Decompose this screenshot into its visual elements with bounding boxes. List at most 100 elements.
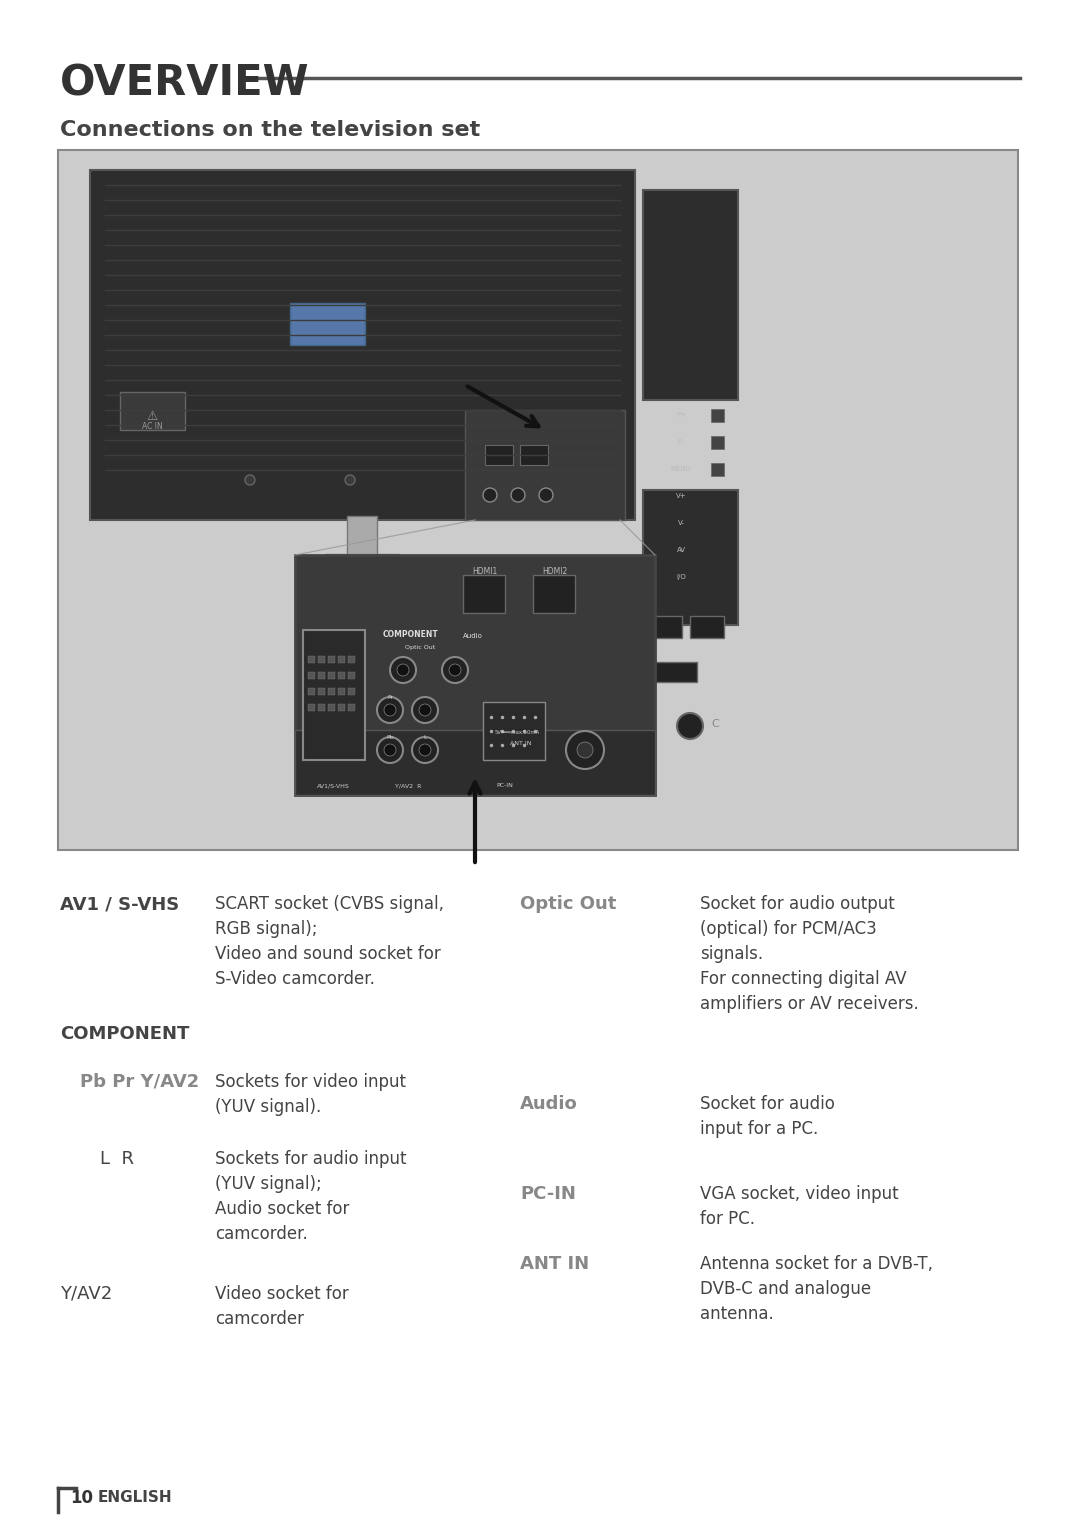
Text: V+: V+: [676, 493, 686, 499]
Text: Pb: Pb: [387, 735, 394, 740]
FancyBboxPatch shape: [534, 574, 575, 613]
Text: ANT IN: ANT IN: [519, 1255, 589, 1273]
Circle shape: [449, 663, 461, 676]
Circle shape: [384, 705, 396, 715]
Text: COMPONENT: COMPONENT: [60, 1025, 189, 1043]
Text: AV1/S-VHS: AV1/S-VHS: [316, 783, 349, 787]
Text: Pb Pr Y/AV2: Pb Pr Y/AV2: [80, 1072, 199, 1091]
FancyBboxPatch shape: [295, 555, 654, 795]
Circle shape: [377, 737, 403, 763]
Text: Connections on the television set: Connections on the television set: [60, 119, 481, 139]
Circle shape: [419, 705, 431, 715]
Circle shape: [566, 731, 604, 769]
Text: L  R: L R: [100, 1151, 134, 1167]
Circle shape: [577, 741, 593, 758]
Circle shape: [677, 712, 703, 738]
Text: HDMI2: HDMI2: [542, 567, 568, 576]
Text: VGA socket, video input
for PC.: VGA socket, video input for PC.: [700, 1184, 899, 1229]
FancyBboxPatch shape: [711, 463, 724, 476]
FancyBboxPatch shape: [308, 673, 315, 679]
Text: SCART socket (CVBS signal,
RGB signal);
Video and sound socket for
S-Video camco: SCART socket (CVBS signal, RGB signal); …: [215, 895, 444, 988]
Circle shape: [411, 737, 438, 763]
Text: AV: AV: [676, 547, 686, 553]
FancyBboxPatch shape: [690, 616, 724, 637]
FancyBboxPatch shape: [328, 688, 335, 696]
Circle shape: [442, 657, 468, 683]
Circle shape: [345, 475, 355, 486]
Circle shape: [377, 697, 403, 723]
FancyBboxPatch shape: [338, 688, 345, 696]
FancyBboxPatch shape: [711, 437, 724, 449]
FancyBboxPatch shape: [348, 673, 355, 679]
Text: Optic Out: Optic Out: [405, 645, 435, 650]
FancyBboxPatch shape: [318, 656, 325, 663]
FancyBboxPatch shape: [711, 490, 724, 502]
Text: PC-IN: PC-IN: [497, 783, 513, 787]
FancyBboxPatch shape: [338, 656, 345, 663]
Text: Sockets for video input
(YUV signal).: Sockets for video input (YUV signal).: [215, 1072, 406, 1115]
FancyBboxPatch shape: [711, 516, 724, 530]
Text: ⚠: ⚠: [147, 411, 158, 423]
Circle shape: [539, 489, 553, 502]
Text: 5V═══max.50mA: 5V═══max.50mA: [495, 731, 540, 735]
Text: Audio: Audio: [519, 1095, 578, 1114]
Text: L: L: [423, 735, 427, 740]
Circle shape: [483, 489, 497, 502]
Text: P-: P-: [678, 440, 685, 444]
Text: HDMI1: HDMI1: [472, 567, 498, 576]
FancyBboxPatch shape: [303, 630, 365, 760]
FancyBboxPatch shape: [120, 392, 185, 430]
Text: Y/AV2: Y/AV2: [60, 1285, 112, 1304]
FancyBboxPatch shape: [291, 303, 365, 345]
Text: C: C: [711, 719, 719, 729]
Text: Audio: Audio: [463, 633, 483, 639]
FancyBboxPatch shape: [58, 150, 1018, 850]
Text: Sockets for audio input
(YUV signal);
Audio socket for
camcorder.: Sockets for audio input (YUV signal); Au…: [215, 1151, 406, 1242]
FancyBboxPatch shape: [465, 411, 625, 519]
FancyBboxPatch shape: [348, 688, 355, 696]
FancyBboxPatch shape: [308, 656, 315, 663]
Text: COMPONENT: COMPONENT: [383, 630, 438, 639]
Text: Pr: Pr: [387, 696, 393, 700]
Text: OVERVIEW: OVERVIEW: [60, 61, 310, 104]
FancyBboxPatch shape: [308, 705, 315, 711]
Text: I/O: I/O: [676, 574, 686, 581]
Text: PC-IN: PC-IN: [519, 1184, 576, 1203]
FancyBboxPatch shape: [338, 673, 345, 679]
Text: ENGLISH: ENGLISH: [98, 1491, 173, 1506]
FancyBboxPatch shape: [328, 673, 335, 679]
Text: Antenna socket for a DVB-T,
DVB-C and analogue
antenna.: Antenna socket for a DVB-T, DVB-C and an…: [700, 1255, 933, 1324]
FancyBboxPatch shape: [325, 555, 399, 562]
FancyBboxPatch shape: [318, 673, 325, 679]
Circle shape: [419, 745, 431, 755]
FancyBboxPatch shape: [643, 490, 738, 625]
FancyBboxPatch shape: [318, 705, 325, 711]
FancyBboxPatch shape: [654, 662, 697, 682]
FancyBboxPatch shape: [338, 705, 345, 711]
Text: Socket for audio output
(optical) for PCM/AC3
signals.
For connecting digital AV: Socket for audio output (optical) for PC…: [700, 895, 919, 1013]
Text: MENU: MENU: [671, 466, 691, 472]
Text: ANT IN: ANT IN: [510, 741, 531, 746]
FancyBboxPatch shape: [348, 705, 355, 711]
FancyBboxPatch shape: [483, 702, 545, 760]
FancyBboxPatch shape: [485, 444, 513, 466]
FancyBboxPatch shape: [648, 616, 681, 637]
FancyBboxPatch shape: [711, 409, 724, 421]
FancyBboxPatch shape: [308, 688, 315, 696]
Text: AC IN: AC IN: [141, 421, 162, 430]
FancyBboxPatch shape: [347, 516, 377, 558]
Circle shape: [397, 663, 409, 676]
Text: Video socket for
camcorder: Video socket for camcorder: [215, 1285, 349, 1328]
FancyBboxPatch shape: [643, 190, 738, 400]
FancyBboxPatch shape: [328, 705, 335, 711]
Text: AV1 / S-VHS: AV1 / S-VHS: [60, 895, 179, 913]
FancyBboxPatch shape: [463, 574, 505, 613]
Text: V-: V-: [677, 519, 685, 525]
FancyBboxPatch shape: [348, 656, 355, 663]
Text: 10: 10: [70, 1489, 93, 1507]
Circle shape: [390, 657, 416, 683]
Circle shape: [511, 489, 525, 502]
FancyBboxPatch shape: [90, 170, 635, 519]
FancyBboxPatch shape: [519, 444, 548, 466]
Text: Y/AV2  R: Y/AV2 R: [395, 783, 421, 787]
